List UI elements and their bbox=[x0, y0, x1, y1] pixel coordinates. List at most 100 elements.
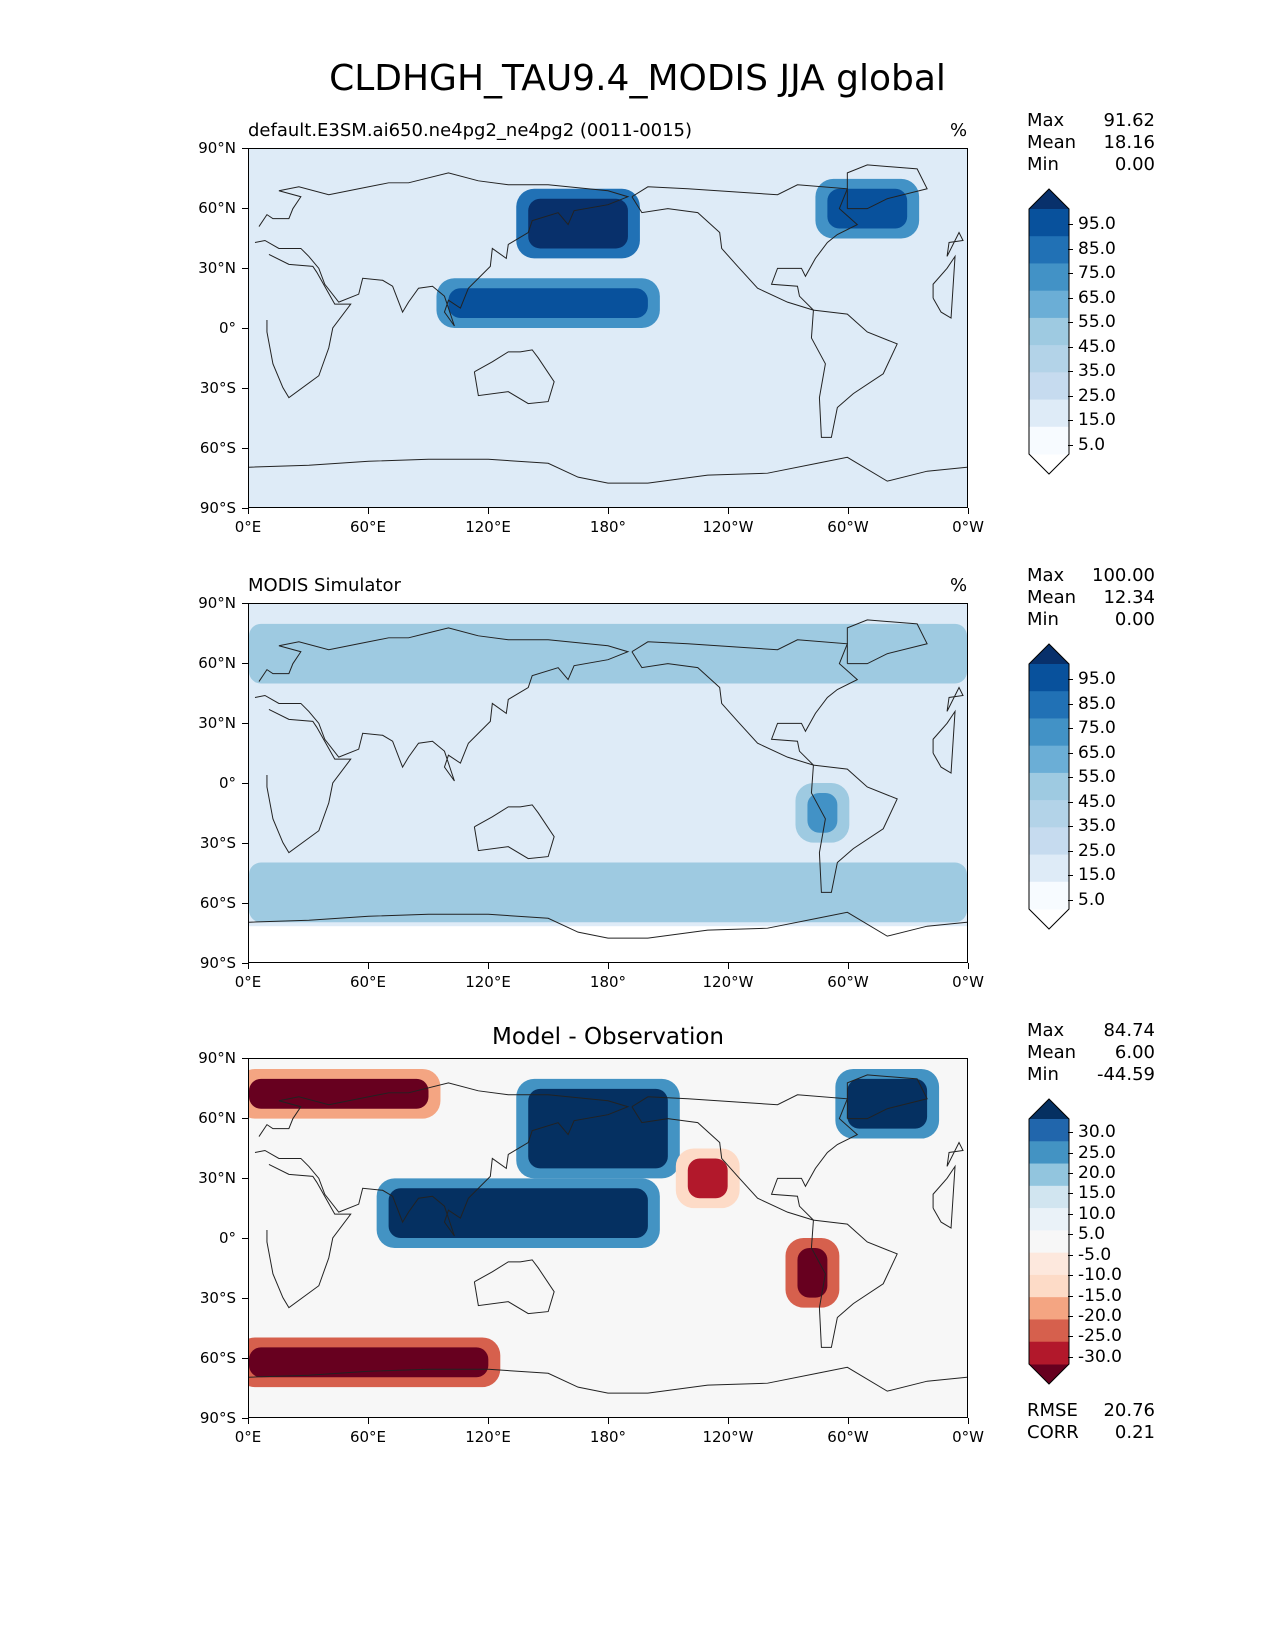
field-feature-2 bbox=[847, 1078, 928, 1129]
lat-tick-label: 90°N bbox=[198, 1049, 236, 1067]
colorbar-tickmark bbox=[1068, 224, 1073, 226]
colorbar-bin bbox=[1029, 718, 1069, 747]
coastline-wrap-0 bbox=[932, 1164, 956, 1229]
colorbar-tickmark bbox=[1068, 346, 1073, 348]
colorbar-tickmark bbox=[1068, 1193, 1073, 1195]
colorbar-extend-bottom bbox=[1029, 909, 1069, 929]
lat-tick-label: 30°N bbox=[198, 1169, 236, 1187]
colorbar-tick-label: 35.0 bbox=[1078, 361, 1116, 382]
lat-tickmark bbox=[242, 1358, 248, 1359]
stat-label: RMSE bbox=[1027, 1400, 1078, 1421]
colorbar-tickmark bbox=[1068, 1132, 1073, 1134]
lat-tickmark bbox=[242, 1298, 248, 1299]
colorbar-tickmark bbox=[1068, 297, 1073, 299]
lon-tick-label: 60°E bbox=[349, 973, 387, 991]
colorbar-tickmark bbox=[1068, 420, 1073, 422]
lon-tickmark bbox=[368, 963, 369, 969]
map-diff bbox=[248, 1058, 968, 1418]
stat-value: 0.21 bbox=[1114, 1422, 1155, 1443]
coastline-3 bbox=[631, 184, 859, 311]
lon-tick-label: 0°E bbox=[234, 973, 262, 991]
coastline-1 bbox=[254, 1082, 630, 1237]
colorbar-bin bbox=[1029, 1163, 1069, 1187]
lon-tickmark bbox=[968, 963, 969, 969]
lon-tickmark bbox=[488, 1418, 489, 1424]
colorbar-bin bbox=[1029, 345, 1069, 373]
coastline-wrap-0 bbox=[932, 709, 956, 774]
colorbar-tickmark bbox=[1068, 679, 1073, 681]
lon-tick-label: 60°W bbox=[827, 518, 869, 536]
lon-tick-label: 0°W bbox=[952, 973, 984, 991]
lat-tick-label: 0° bbox=[218, 319, 236, 337]
coastline-2 bbox=[473, 804, 555, 860]
lon-tick-label: 120°E bbox=[465, 973, 511, 991]
colorbar-tickmark bbox=[1068, 752, 1073, 754]
colorbar-tick-label: 85.0 bbox=[1078, 238, 1116, 259]
coastline-wrap-1 bbox=[946, 1141, 964, 1167]
lat-tickmark bbox=[242, 1178, 248, 1179]
coastline-0 bbox=[266, 1163, 352, 1309]
colorbar-tick-label: 45.0 bbox=[1078, 791, 1116, 812]
colorbar-tick-label: -15.0 bbox=[1078, 1285, 1122, 1306]
lon-tickmark bbox=[968, 1418, 969, 1424]
lon-tickmark bbox=[368, 508, 369, 514]
stat-value: 20.76 bbox=[1103, 1400, 1155, 1421]
colorbar-tick-label: 75.0 bbox=[1078, 263, 1116, 284]
stats-box: Max 91.62 Mean 18.16 Min 0.00 bbox=[1027, 110, 1155, 176]
stats-box: Max 100.00 Mean 12.34 Min 0.00 bbox=[1027, 565, 1155, 631]
lon-tick-label: 120°E bbox=[465, 1428, 511, 1446]
colorbar-bin bbox=[1029, 1274, 1069, 1298]
coastline-0 bbox=[266, 253, 352, 399]
lat-tickmark bbox=[242, 1058, 248, 1059]
map-plot-area bbox=[249, 1059, 967, 1417]
colorbar-bin bbox=[1029, 1141, 1069, 1165]
colorbar-tickmark bbox=[1068, 1173, 1073, 1175]
coastline-2 bbox=[473, 349, 555, 405]
stat-row: Mean 18.16 bbox=[1027, 132, 1155, 154]
panel-title: Model - Observation bbox=[491, 1024, 725, 1050]
lon-tickmark bbox=[728, 1418, 729, 1424]
colorbar-bin bbox=[1029, 772, 1069, 801]
stat-label: Max bbox=[1027, 110, 1065, 131]
lon-tick-label: 60°W bbox=[827, 1428, 869, 1446]
colorbar-extend-top bbox=[1029, 644, 1069, 664]
lon-tickmark bbox=[488, 508, 489, 514]
lat-tickmark bbox=[242, 148, 248, 149]
colorbar-bin bbox=[1029, 1252, 1069, 1276]
lon-tickmark bbox=[848, 508, 849, 514]
colorbar-tickmark bbox=[1068, 1315, 1073, 1317]
colorbar-tick-label: 45.0 bbox=[1078, 336, 1116, 357]
coastline-6 bbox=[249, 911, 967, 939]
lat-tick-label: 60°S bbox=[199, 1349, 236, 1367]
lon-tickmark bbox=[608, 1418, 609, 1424]
colorbar-tick-label: 25.0 bbox=[1078, 840, 1116, 861]
lat-tickmark bbox=[242, 603, 248, 604]
lat-tickmark bbox=[242, 1238, 248, 1239]
stat-row: Max 84.74 bbox=[1027, 1020, 1155, 1042]
panel-title: default.E3SM.ai650.ne4pg2_ne4pg2 (0011-0… bbox=[248, 120, 693, 141]
colorbar-tick-label: 65.0 bbox=[1078, 287, 1116, 308]
coastline-3 bbox=[631, 639, 859, 766]
colorbar-tickmark bbox=[1068, 1336, 1073, 1338]
stat-row: Max 91.62 bbox=[1027, 110, 1155, 132]
colorbar-tick-label: 25.0 bbox=[1078, 385, 1116, 406]
coastline-0 bbox=[266, 708, 352, 854]
stat-row: Min -44.59 bbox=[1027, 1064, 1155, 1086]
stat-row: Min 0.00 bbox=[1027, 154, 1155, 176]
lon-tick-label: 180° bbox=[589, 518, 627, 536]
lat-tick-label: 60°N bbox=[198, 199, 236, 217]
lat-tick-label: 90°N bbox=[198, 594, 236, 612]
colorbar-bin bbox=[1029, 691, 1069, 719]
colorbar-tickmark bbox=[1068, 1152, 1073, 1154]
stat-label: CORR bbox=[1027, 1422, 1079, 1443]
field-feature-1 bbox=[249, 623, 967, 684]
stat-value: 0.00 bbox=[1114, 609, 1155, 630]
stat-value: 100.00 bbox=[1092, 565, 1155, 586]
lat-tick-label: 30°S bbox=[199, 1289, 236, 1307]
colorbar bbox=[1028, 188, 1070, 475]
panel-title: MODIS Simulator bbox=[248, 575, 401, 596]
stat-row: Mean 6.00 bbox=[1027, 1042, 1155, 1064]
stat-label: Mean bbox=[1027, 132, 1077, 153]
colorbar-bin bbox=[1029, 664, 1069, 692]
field-feature-0 bbox=[448, 288, 648, 319]
